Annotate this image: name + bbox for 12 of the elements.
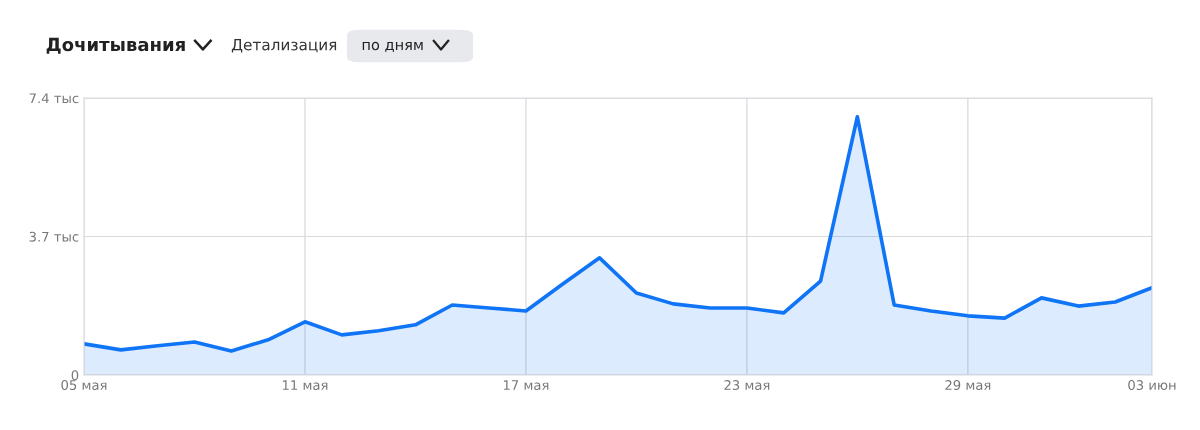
y-tick-label: 7.4 тыс	[29, 93, 79, 104]
x-tick-label: 23 мая	[724, 380, 770, 391]
x-tick-label: 11 мая	[282, 380, 328, 391]
x-tick-label: 29 мая	[945, 380, 991, 391]
y-tick-label: 3.7 тыс	[29, 231, 79, 242]
y-tick-label: 0	[71, 370, 79, 381]
x-tick-label: 03 июн	[1128, 380, 1176, 391]
text: по дням	[362, 41, 423, 53]
x-tick-label: 17 мая	[503, 380, 549, 391]
text: Детализация	[231, 39, 337, 53]
x-tick-label: 05 мая	[61, 380, 107, 391]
chart-title: Дочитывания	[46, 37, 185, 54]
